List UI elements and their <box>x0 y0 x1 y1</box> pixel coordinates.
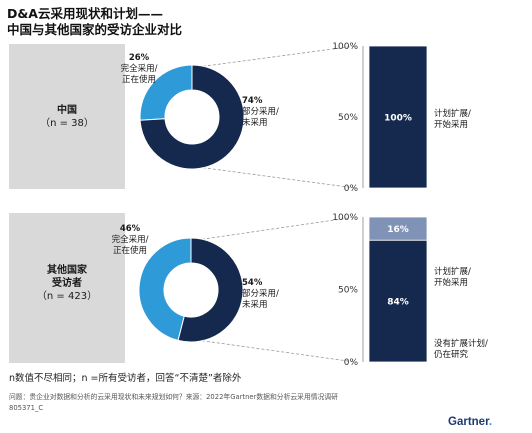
tick-label-others-100: 100% <box>332 213 358 223</box>
bar-china-seg1-line2: 开始采用 <box>434 120 469 130</box>
group-name-others-line1: 其他国家 <box>47 265 87 276</box>
donut-china-part-pct: 74% <box>242 96 263 106</box>
donut-others-full-pct: 46% <box>119 224 141 234</box>
bar-others-seg1-label: 计划扩展/ 开始采用 <box>434 267 471 289</box>
bar-value-label-others-0: 84% <box>387 298 409 308</box>
donut-others-part-label: 54% 部分采用/ 未采用 <box>242 278 279 311</box>
guide-line-bottom-others <box>196 339 356 363</box>
donut-china-part-line2: 未采用 <box>242 118 268 128</box>
donut-slice-others-1 <box>177 237 244 343</box>
donut-china-part-label: 74% 部分采用/ 未采用 <box>242 96 279 129</box>
group-name-others-line2: 受访者 <box>52 278 82 289</box>
bar-value-label-china-0: 100% <box>384 114 412 124</box>
bar-segment-others-1 <box>368 216 428 241</box>
donut-slice-others-0 <box>138 237 192 341</box>
bar-segment-china-0 <box>368 45 428 189</box>
guide-line-bottom-china <box>197 166 356 189</box>
group-panel-others: 其他国家 受访者 （n = 423） <box>9 213 125 363</box>
bar-others-seg2-line1: 没有扩展计划/ <box>434 339 488 349</box>
guide-line-top-china <box>197 45 356 68</box>
chart-title-line1: D&A云采用现状和计划—— <box>7 6 163 21</box>
donut-others-full-label: 46% 完全采用/ 正在使用 <box>104 224 156 257</box>
bar-others-seg2-label: 没有扩展计划/ 仍在研究 <box>434 339 488 361</box>
donut-china-full-label: 26% 完全采用/ 正在使用 <box>113 53 165 86</box>
donut-others-part-line2: 未采用 <box>242 300 268 310</box>
tick-label-others-0: 0% <box>344 358 359 368</box>
donut-others-full-line2: 正在使用 <box>112 246 147 256</box>
gartner-logo: Gartner. <box>448 416 492 428</box>
chart-title-line2: 中国与其他国家的受访企业对比 <box>7 22 183 37</box>
donut-others-part-pct: 54% <box>242 278 263 288</box>
source-note: 问题：贵企业对数据和分析的云采用现状和未来规划如何？来源：2022年Gartne… <box>9 393 338 401</box>
footnote: n数值不尽相同；n =所有受访者，回答“不清楚”者除外 <box>9 373 242 384</box>
group-name-china: 中国 <box>57 105 77 116</box>
bar-others-seg1-line1: 计划扩展/ <box>434 267 471 277</box>
donut-china-part-line1: 部分采用/ <box>242 107 279 117</box>
donut-china-full-pct: 26% <box>128 53 150 63</box>
chart-title: D&A云采用现状和计划—— 中国与其他国家的受访企业对比 <box>7 6 182 38</box>
bar-china-seg1-label: 计划扩展/ 开始采用 <box>434 109 471 131</box>
bar-value-label-others-1: 16% <box>387 225 409 235</box>
guide-line-top-others <box>196 216 356 241</box>
group-n-others: （n = 423） <box>36 291 98 302</box>
tick-label-china-0: 0% <box>344 184 359 194</box>
tick-label-china-100: 100% <box>332 42 358 52</box>
document-id: 805371_C <box>9 404 44 412</box>
tick-label-china-50: 50% <box>338 113 358 123</box>
bar-segment-others-0 <box>368 239 428 363</box>
bar-others-seg2-line2: 仍在研究 <box>434 350 469 360</box>
donut-china-full-line2: 正在使用 <box>121 75 156 85</box>
group-panel-china: 中国 （n = 38） <box>9 44 125 189</box>
group-n-china: （n = 38） <box>40 118 94 129</box>
gartner-logo-dot: . <box>488 416 493 428</box>
donut-others-full-line1: 完全采用/ <box>111 235 149 245</box>
bar-others-seg1-line2: 开始采用 <box>434 278 469 288</box>
tick-label-others-50: 50% <box>338 286 358 296</box>
donut-china-full-line1: 完全采用/ <box>120 64 158 74</box>
donut-others-part-line1: 部分采用/ <box>242 289 279 299</box>
donut-slice-china-1 <box>139 64 245 170</box>
gartner-logo-text: Gartner <box>448 416 489 428</box>
bar-china-seg1-line1: 计划扩展/ <box>434 109 471 119</box>
